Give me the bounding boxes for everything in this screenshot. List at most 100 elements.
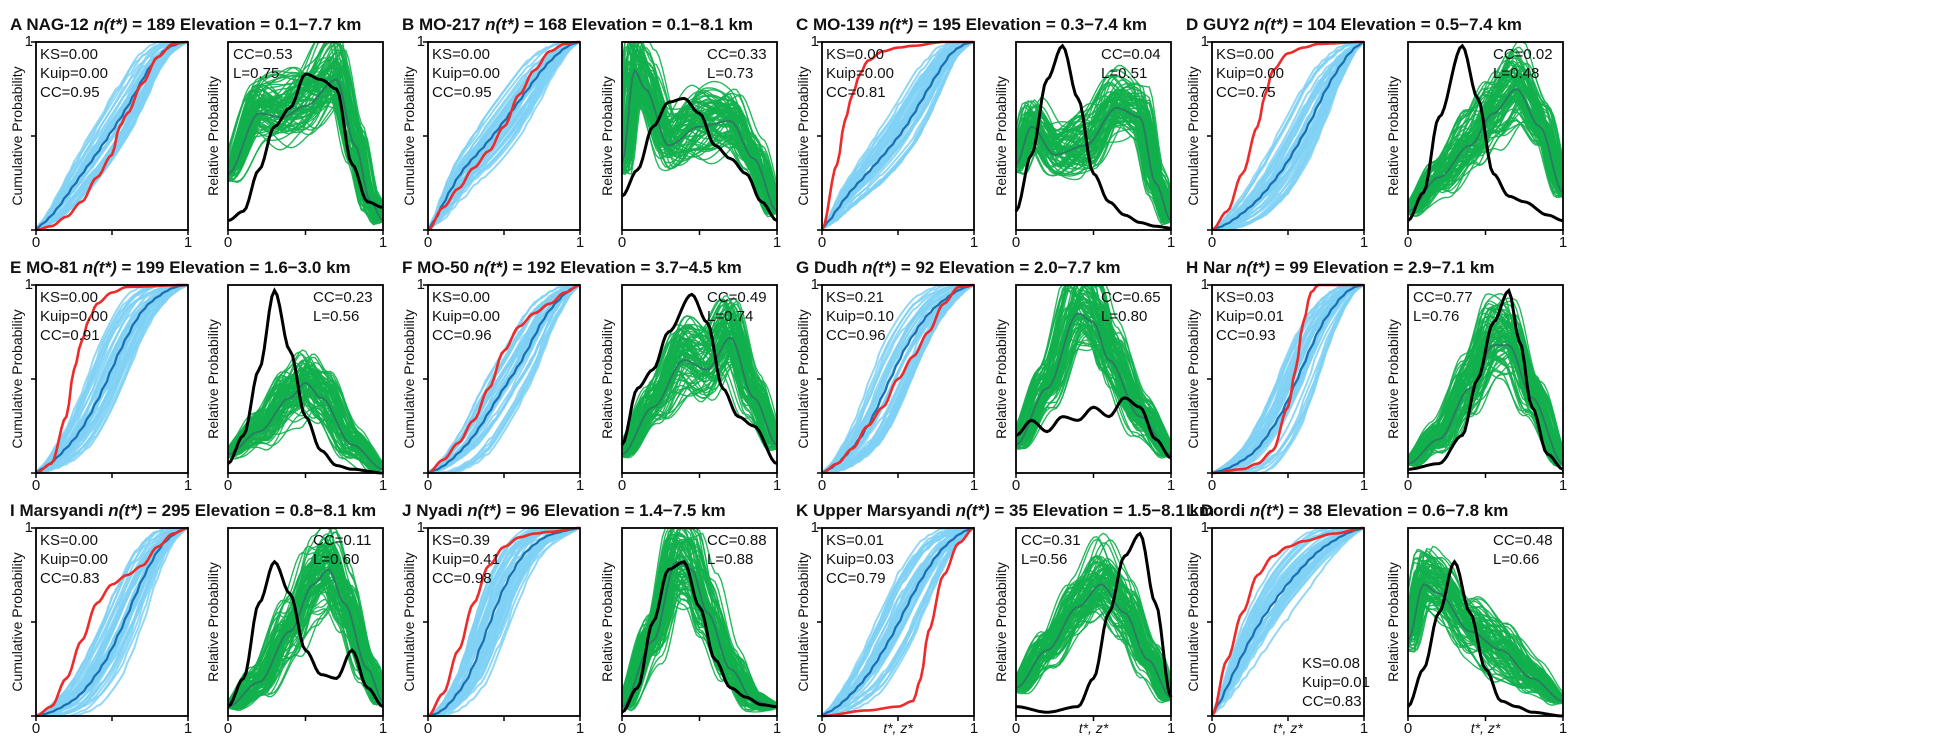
pdf-x-tick-label: 0: [224, 234, 232, 251]
n-value: = 92 Elevation = 2.0−7.7 km: [896, 258, 1120, 277]
pdf-ylabel: Relative Probability: [205, 319, 221, 439]
pdf-synthetic-curve: [1015, 582, 1171, 701]
pdf-synthetic-curve: [1407, 561, 1564, 699]
panel-letter: D: [1186, 15, 1203, 34]
pdf-observed-line: [227, 72, 384, 223]
pdf-x-tick-label: 1: [773, 720, 781, 737]
cdf-stat-kuip: Kuip=0.00: [40, 65, 108, 82]
cdf-ylabel: Cumulative Probability: [795, 552, 811, 691]
pdf-ylabel: Relative Probability: [599, 319, 615, 439]
cdf-envelope: [1211, 41, 1365, 232]
pdf-x-tick-label: 0: [224, 720, 232, 737]
pdf-x-tick-label: 0: [1404, 234, 1412, 251]
pdf-x-tick-label: 0: [1404, 477, 1412, 494]
n-value: = 199 Elevation = 1.6−3.0 km: [117, 258, 351, 277]
panel-letter: A: [10, 15, 26, 34]
cdf-synthetic-curve: [35, 284, 189, 474]
panel-letter: H: [1186, 258, 1203, 277]
cdf-synthetic-curve: [35, 527, 188, 717]
n-value: = 96 Elevation = 1.4−7.5 km: [501, 501, 725, 520]
pdf-synthetic-curve: [621, 48, 778, 210]
pdf-xlabel: t*, z*: [1079, 720, 1109, 736]
pdf-envelope: [1015, 532, 1172, 704]
pdf-x-tick-label: 1: [1167, 477, 1175, 494]
cdf-median-line: [821, 40, 975, 230]
cdf-synthetic-curve: [35, 284, 188, 473]
pdf-xlabel: t*, z*: [1471, 720, 1501, 736]
cdf-x-tick-label: 0: [32, 720, 40, 737]
pdf-stat-cc: CC=0.65: [1101, 289, 1161, 306]
n-label: n(t*): [956, 501, 990, 520]
panel-letter: K: [796, 501, 813, 520]
pdf-envelope: [621, 527, 778, 713]
pdf-stat-cc: CC=0.88: [707, 532, 767, 549]
site-name: Dudh: [814, 258, 862, 277]
pdf-x-tick-label: 0: [1404, 720, 1412, 737]
site-name: MO-50: [417, 258, 474, 277]
cdf-synthetic-curve: [35, 284, 189, 473]
panel-title: E MO-81 n(t*) = 199 Elevation = 1.6−3.0 …: [10, 258, 351, 277]
pdf-stat-l: L=0.75: [233, 65, 279, 82]
pdf-ylabel: Relative Probability: [993, 76, 1009, 196]
pdf-x-tick-label: 1: [1559, 720, 1567, 737]
pdf-synthetic-curve: [1407, 89, 1564, 213]
cdf-synthetic-curve: [1211, 41, 1364, 231]
pdf-synthetic-curve: [621, 72, 778, 214]
pdf-synthetic-curve: [621, 298, 778, 444]
cdf-x-tick-label: 1: [184, 234, 192, 251]
panel-letter: I: [10, 501, 19, 520]
pdf-ylabel: Relative Probability: [1385, 319, 1401, 439]
panel-C: C MO-139 n(t*) = 195 Elevation = 0.3−7.4…: [795, 15, 1175, 251]
pdf-synthetic-curve: [227, 389, 384, 470]
panel-L: L Dordi n(t*) = 38 Elevation = 0.6−7.8 k…: [1185, 501, 1567, 737]
cdf-stat-kuip: Kuip=0.41: [432, 551, 500, 568]
pdf-synthetic-curve: [621, 329, 778, 449]
cdf-synthetic-curve: [821, 284, 975, 474]
cdf-y-tick-label: 1: [417, 276, 425, 293]
panel-K: K Upper Marsyandi n(t*) = 35 Elevation =…: [795, 501, 1214, 737]
cdf-median-line: [427, 40, 581, 230]
pdf-synthetic-curve: [1407, 79, 1564, 206]
pdf-stat-cc: CC=0.48: [1493, 532, 1553, 549]
pdf-stat-cc: CC=0.49: [707, 289, 767, 306]
pdf-stat-cc: CC=0.33: [707, 46, 767, 63]
pdf-observed-line: [1015, 396, 1172, 460]
pdf-synthetic-curve: [1407, 578, 1564, 702]
panel-A: A NAG-12 n(t*) = 189 Elevation = 0.1−7.7…: [9, 15, 387, 251]
pdf-synthetic-curve: [1407, 603, 1564, 704]
cdf-x-tick-label: 1: [184, 720, 192, 737]
pdf-synthetic-curve: [621, 71, 778, 213]
pdf-observed-line: [1407, 287, 1564, 471]
cdf-x-tick-label: 1: [184, 477, 192, 494]
cdf-synthetic-curve: [1211, 41, 1365, 231]
pdf-synthetic-curve: [1015, 313, 1172, 453]
cdf-stat-cc: CC=0.93: [1216, 327, 1276, 344]
pdf-median-line: [1407, 583, 1564, 702]
cdf-observed-line: [821, 283, 975, 475]
cdf-ylabel: Cumulative Probability: [1185, 66, 1201, 205]
pdf-synthetic-curve: [227, 71, 384, 225]
site-name: Upper Marsyandi: [813, 501, 956, 520]
cdf-synthetic-curve: [35, 527, 189, 717]
panel-title: C MO-139 n(t*) = 195 Elevation = 0.3−7.4…: [796, 15, 1147, 34]
cdf-stat-cc: CC=0.83: [1302, 693, 1362, 710]
pdf-observed-line: [1014, 43, 1172, 230]
cdf-observed-line: [1210, 526, 1365, 717]
cdf-synthetic-curve: [35, 284, 189, 473]
pdf-median-line: [227, 381, 384, 471]
pdf-stat-l: L=0.51: [1101, 65, 1147, 82]
pdf-stat-l: L=0.48: [1493, 65, 1539, 82]
cdf-xlabel: t*, z*: [883, 720, 913, 736]
cdf-stat-ks: KS=0.00: [826, 46, 884, 63]
pdf-x-tick-label: 1: [773, 234, 781, 251]
cdf-synthetic-curve: [821, 41, 975, 229]
cdf-synthetic-curve: [821, 41, 975, 230]
cdf-ylabel: Cumulative Probability: [401, 66, 417, 205]
pdf-stat-l: L=0.66: [1493, 551, 1539, 568]
pdf-x-tick-label: 1: [1167, 234, 1175, 251]
pdf-x-tick-label: 1: [379, 234, 387, 251]
pdf-median-line: [621, 68, 778, 212]
pdf-x-tick-label: 1: [773, 477, 781, 494]
cdf-ylabel: Cumulative Probability: [1185, 552, 1201, 691]
cdf-synthetic-curve: [427, 41, 580, 229]
